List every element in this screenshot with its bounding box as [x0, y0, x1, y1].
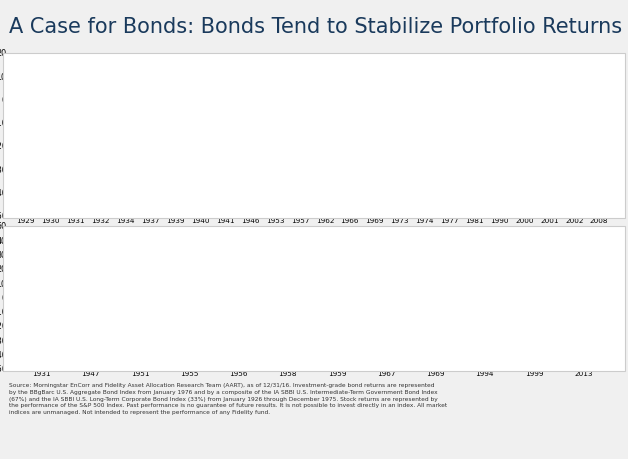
Bar — [386, 297, 404, 299]
Bar — [100, 78, 109, 100]
Bar — [166, 100, 175, 102]
Bar — [466, 100, 475, 111]
Bar — [175, 90, 184, 100]
Bar — [92, 100, 100, 118]
Bar — [418, 297, 436, 309]
Bar — [450, 93, 458, 100]
Bar — [126, 76, 134, 100]
Bar — [325, 88, 333, 100]
Bar — [300, 83, 309, 100]
Bar — [566, 100, 574, 151]
Bar — [42, 100, 51, 155]
Bar — [221, 289, 239, 297]
Bar — [468, 296, 485, 297]
Bar — [436, 297, 453, 304]
Bar — [24, 297, 41, 359]
Bar — [366, 100, 375, 118]
Bar — [320, 280, 337, 297]
Bar — [475, 85, 484, 100]
Bar — [341, 100, 350, 123]
Bar — [225, 97, 234, 100]
Bar — [574, 76, 583, 100]
Bar — [275, 95, 284, 100]
Bar — [375, 100, 384, 102]
Bar — [73, 290, 90, 297]
Bar — [200, 93, 209, 100]
Bar — [391, 100, 399, 134]
Text: Source: Morningstar EnCorr and Fidelity Asset Allocation Research Team (AART), a: Source: Morningstar EnCorr and Fidelity … — [9, 383, 448, 415]
Bar — [67, 100, 75, 199]
Bar — [337, 297, 354, 300]
Text: STOCK RETURNS IN YEARS WHEN BONDS WERE DOWN, 1926–2016: STOCK RETURNS IN YEARS WHEN BONDS WERE D… — [16, 230, 353, 239]
Bar — [117, 100, 126, 102]
Text: A Case for Bonds: Bonds Tend to Stabilize Portfolio Returns: A Case for Bonds: Bonds Tend to Stabiliz… — [9, 17, 622, 37]
Bar — [288, 297, 305, 300]
Bar — [316, 100, 325, 120]
Bar — [241, 100, 250, 118]
Bar — [141, 100, 150, 181]
Bar — [239, 297, 256, 306]
Bar — [516, 100, 524, 120]
Legend: Stocks, Investment-Grade Bonds: Stocks, Investment-Grade Bonds — [16, 252, 151, 259]
Text: BOND RETURNS IN YEARS WHEN STOCKS WERE DOWN, 1926–2016: BOND RETURNS IN YEARS WHEN STOCKS WERE D… — [16, 58, 353, 67]
Bar — [490, 100, 499, 106]
Bar — [271, 235, 288, 297]
Bar — [75, 100, 84, 102]
Bar — [250, 97, 259, 100]
Bar — [266, 100, 275, 102]
Bar — [566, 252, 583, 297]
Bar — [26, 88, 35, 100]
Bar — [425, 93, 433, 100]
Bar — [150, 95, 159, 100]
Bar — [550, 81, 558, 100]
Bar — [192, 100, 200, 123]
Bar — [416, 100, 425, 160]
Bar — [499, 78, 508, 100]
Bar — [189, 297, 207, 299]
Bar — [399, 93, 408, 100]
Bar — [517, 268, 534, 297]
Bar — [122, 263, 140, 297]
Bar — [485, 297, 502, 302]
Bar — [583, 297, 600, 300]
Bar — [524, 72, 533, 100]
Bar — [140, 297, 157, 300]
Bar — [217, 100, 225, 128]
Bar — [590, 100, 599, 185]
Bar — [541, 100, 550, 128]
Bar — [441, 100, 450, 116]
Bar — [51, 85, 59, 100]
Bar — [291, 100, 300, 125]
Bar — [534, 297, 551, 304]
Bar — [599, 88, 608, 100]
Legend: Stocks, Investment-Grade Bonds: Stocks, Investment-Grade Bonds — [16, 83, 151, 89]
Bar — [350, 93, 359, 100]
Bar — [369, 263, 386, 297]
Bar — [172, 253, 189, 297]
Bar — [17, 100, 26, 118]
